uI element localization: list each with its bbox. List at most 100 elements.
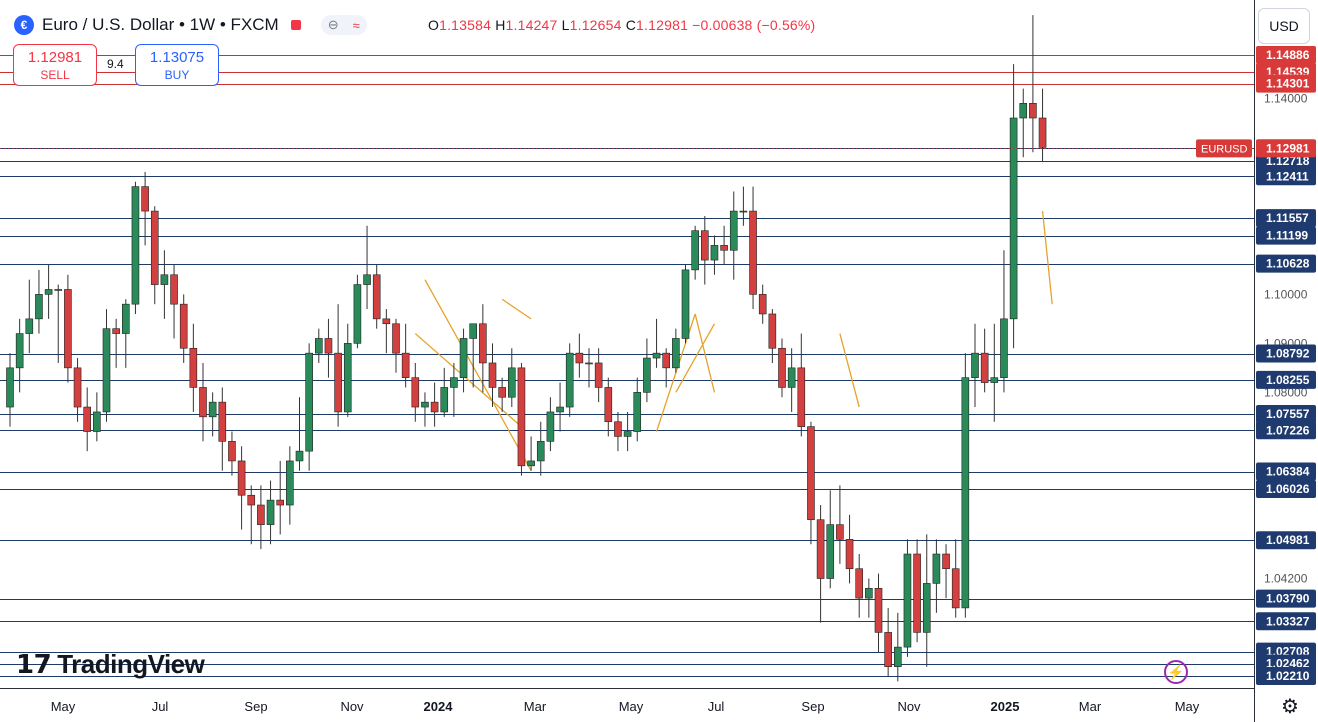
- candle-up: [93, 411, 101, 432]
- candle-up: [585, 362, 593, 365]
- price-label-box: [1256, 209, 1316, 228]
- candle-up: [932, 553, 941, 584]
- price-label-box: [1256, 167, 1316, 186]
- candle-down: [874, 588, 883, 633]
- candle-down: [662, 352, 671, 369]
- candle-down: [179, 303, 188, 349]
- candle-up: [6, 367, 14, 408]
- tv-logo-icon: 𝟭𝟳: [16, 649, 52, 679]
- candle-up: [536, 441, 545, 462]
- candle-down: [276, 499, 285, 506]
- price-label-box: [1256, 46, 1316, 64]
- price-label-box: [1256, 344, 1316, 363]
- candle-up: [15, 333, 24, 369]
- trendline: [839, 333, 860, 408]
- candle-up: [903, 553, 912, 648]
- candle-down: [1029, 103, 1037, 119]
- price-label-box: [1256, 254, 1316, 273]
- candle-up: [305, 352, 313, 452]
- price-label-value: 1.08255: [1266, 373, 1310, 387]
- candle-down: [141, 186, 149, 212]
- candle-down: [324, 338, 333, 354]
- y-tick-label: 1.04200: [1264, 572, 1308, 586]
- buy-price: 1.13075: [149, 49, 205, 66]
- sell-button[interactable]: 1.12981 SELL: [13, 44, 97, 86]
- price-label-value: 1.04981: [1266, 533, 1310, 547]
- open-label: O: [428, 17, 440, 33]
- x-tick-label: May: [51, 699, 76, 714]
- indicator-toggle[interactable]: ⊖ ≈: [320, 15, 367, 35]
- candle-down: [498, 387, 506, 398]
- bolt-icon[interactable]: ⚡: [1164, 660, 1188, 684]
- candle-down: [150, 210, 159, 285]
- candle-down: [189, 347, 198, 388]
- x-tick-label: Mar: [524, 699, 547, 714]
- x-tick-label: Sep: [244, 699, 267, 714]
- candle-up: [893, 646, 902, 667]
- candle-up: [295, 450, 304, 462]
- candle-up: [1019, 103, 1028, 119]
- candle-up: [546, 411, 555, 442]
- candle-down: [112, 328, 120, 334]
- trendline: [675, 323, 716, 393]
- x-tick-label: Mar: [1079, 699, 1102, 714]
- price-label-value: 1.12718: [1266, 154, 1310, 168]
- symbol-tag-box: [1196, 139, 1252, 158]
- candle-up: [160, 274, 169, 285]
- currency-button[interactable]: USD: [1258, 8, 1310, 44]
- candle-up: [652, 352, 661, 359]
- candle-up: [527, 460, 535, 467]
- price-label-value: 1.12411: [1266, 169, 1309, 183]
- candle-down: [700, 230, 709, 261]
- candle-up: [729, 210, 738, 251]
- price-label-box: [1256, 421, 1316, 440]
- price-label-value: 1.03790: [1266, 592, 1310, 606]
- candle-down: [720, 245, 728, 251]
- high-label: H: [495, 17, 506, 33]
- settings-icon[interactable]: ⚙: [1281, 695, 1299, 718]
- trendline: [414, 333, 522, 428]
- price-label-value: 1.06026: [1266, 482, 1310, 496]
- close-value: 1.12981: [636, 17, 689, 33]
- candle-down: [334, 352, 342, 413]
- price-label-box: [1256, 74, 1316, 93]
- candle-up: [971, 352, 979, 378]
- y-tick-label: 1.10000: [1264, 287, 1308, 301]
- price-label-value: 1.07557: [1266, 407, 1310, 421]
- x-tick-label: 2025: [991, 699, 1020, 714]
- candle-down: [836, 524, 844, 540]
- price-label-box: [1256, 405, 1316, 424]
- candle-up: [961, 377, 970, 609]
- candle-down: [980, 352, 989, 383]
- symbol-header[interactable]: € Euro / U.S. Dollar • 1W • FXCM ⊖ ≈: [14, 14, 367, 36]
- candle-up: [266, 499, 275, 525]
- candle-down: [614, 421, 622, 437]
- candle-down: [749, 210, 757, 295]
- candle-up: [35, 294, 43, 320]
- candle-up: [1000, 318, 1008, 378]
- tradingview-logo[interactable]: 𝟭𝟳 TradingView: [16, 649, 205, 680]
- price-label-box: [1256, 370, 1316, 389]
- candle-up: [691, 230, 699, 271]
- candle-up: [286, 460, 294, 506]
- price-label-box: [1256, 531, 1316, 550]
- candle-up: [314, 338, 323, 354]
- candle-up: [787, 367, 796, 388]
- candle-down: [479, 323, 487, 364]
- candle-down: [401, 352, 410, 378]
- x-tick-label: May: [619, 699, 644, 714]
- candle-up: [54, 289, 63, 291]
- buy-button[interactable]: 1.13075 BUY: [135, 44, 219, 86]
- candle-down: [237, 460, 246, 496]
- candle-up: [556, 406, 564, 413]
- price-label-box: [1256, 226, 1316, 245]
- candle-up: [102, 328, 111, 413]
- low-value: 1.12654: [569, 17, 622, 33]
- x-tick-label: Nov: [897, 699, 921, 714]
- candle-down: [247, 494, 256, 506]
- candle-down: [83, 406, 91, 432]
- candle-up: [681, 269, 690, 339]
- euro-flag-icon: €: [14, 15, 34, 35]
